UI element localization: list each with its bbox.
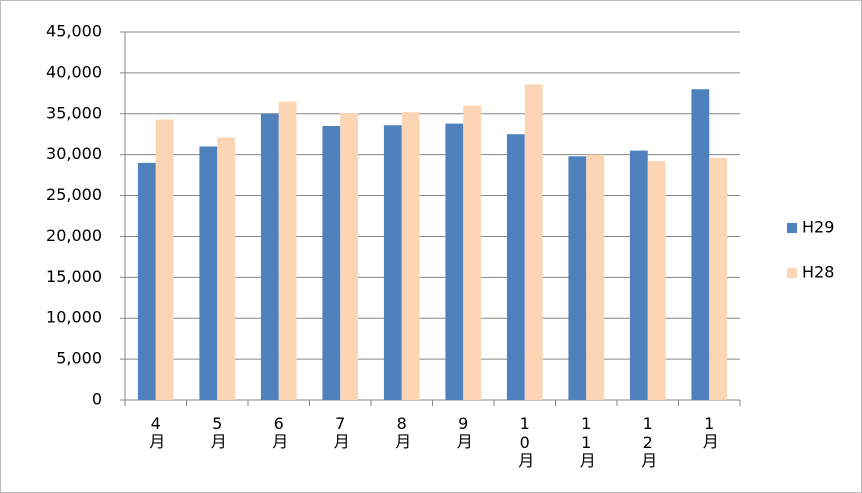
y-tick-label: 35,000 [46, 103, 102, 122]
x-tick-label: 11月 [577, 414, 596, 469]
bar [586, 154, 605, 400]
bar [278, 101, 297, 400]
x-tick-label: 9月 [454, 414, 473, 450]
x-tick-label: 10月 [515, 414, 534, 469]
x-tick-label: 8月 [392, 414, 411, 450]
y-tick-label: 0 [92, 390, 102, 409]
bar [322, 126, 341, 401]
bar [709, 157, 728, 400]
y-tick-label: 20,000 [46, 226, 102, 245]
bar [340, 112, 359, 401]
bar [568, 156, 587, 400]
bar [647, 161, 666, 400]
bar [217, 137, 236, 400]
bar [524, 84, 543, 401]
x-tick-label: 4月 [146, 414, 165, 450]
y-tick-label: 30,000 [46, 144, 102, 163]
bar [383, 125, 402, 400]
y-tick-label: 25,000 [46, 185, 102, 204]
legend-swatch [787, 223, 797, 233]
legend-label: H28 [802, 263, 834, 282]
bar [260, 113, 279, 401]
bar [445, 123, 464, 400]
bar [155, 119, 174, 400]
legend-label: H29 [802, 218, 834, 237]
y-tick-label: 40,000 [46, 62, 102, 81]
bar [691, 89, 710, 400]
bar [137, 162, 156, 400]
x-tick-label: 7月 [331, 414, 350, 450]
y-tick-label: 15,000 [46, 267, 102, 286]
y-tick-label: 5,000 [56, 349, 102, 368]
x-tick-label: 6月 [269, 414, 288, 450]
bar [463, 105, 482, 400]
x-tick-label: 12月 [638, 414, 657, 469]
x-tick-label: 5月 [208, 414, 227, 450]
bar [199, 146, 218, 400]
bar [401, 112, 420, 401]
y-tick-label: 45,000 [46, 22, 102, 41]
bar [506, 134, 525, 400]
bar [629, 150, 648, 400]
legend-swatch [787, 268, 797, 278]
x-tick-label: 1月 [700, 414, 719, 450]
y-tick-label: 10,000 [46, 308, 102, 327]
